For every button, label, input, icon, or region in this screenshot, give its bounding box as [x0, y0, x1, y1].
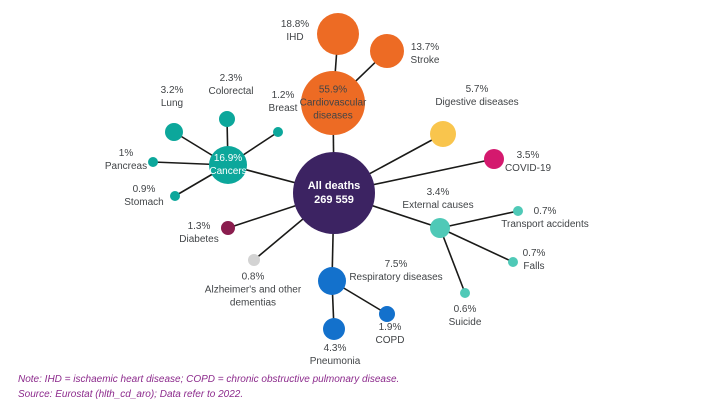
label-transport: 0.7% Transport accidents: [501, 206, 589, 230]
bubble-stomach: [170, 191, 180, 201]
edge-external-falls: [439, 227, 514, 263]
label-stomach: 0.9% Stomach: [124, 184, 164, 208]
bubble-cardiovascular: [301, 71, 365, 135]
label-breast: 1.2% Breast: [268, 90, 298, 114]
label-covid: 3.5% COVID-19: [504, 150, 552, 174]
bubble-pancreas: [148, 157, 158, 167]
bubble-external: [430, 218, 450, 238]
source-text: Source: Eurostat (hlth_cd_aro); Data ref…: [18, 389, 244, 400]
label-pneumonia: 4.3% Pneumonia: [309, 343, 361, 367]
label-copd: 1.9% COPD: [375, 322, 405, 346]
edge-external-suicide: [439, 227, 466, 294]
bubble-cancers: [209, 146, 247, 184]
bubble-digestive: [430, 121, 456, 147]
edge-external-transport: [439, 210, 519, 229]
label-falls: 0.7% Falls: [522, 248, 546, 272]
bubble-alzheimers: [248, 254, 260, 266]
label-all_deaths: All deaths 269 559: [307, 180, 361, 206]
label-digestive: 5.7% Digestive diseases: [435, 84, 519, 108]
bubble-ihd: [317, 13, 359, 55]
bubble-suicide: [460, 288, 470, 298]
label-diabetes: 1.3% Diabetes: [179, 221, 219, 245]
bubble-lung: [165, 123, 183, 141]
label-respiratory: 7.5% Respiratory diseases: [349, 259, 443, 283]
label-suicide: 0.6% Suicide: [448, 304, 482, 328]
bubble-diabetes: [221, 221, 235, 235]
label-colorectal: 2.3% Colorectal: [208, 73, 254, 97]
bubble-all_deaths: [293, 152, 375, 234]
label-lung: 3.2% Lung: [160, 85, 184, 109]
chart-footer: Note: IHD = ischaemic heart disease; COP…: [18, 372, 399, 402]
label-alzheimers: 0.8% Alzheimer's and other dementias: [204, 271, 302, 309]
bubble-respiratory: [318, 267, 346, 295]
bubble-falls: [508, 257, 518, 267]
note-text: Note: IHD = ischaemic heart disease; COP…: [18, 374, 400, 385]
bubble-colorectal: [219, 111, 235, 127]
bubble-copd: [379, 306, 395, 322]
label-pancreas: 1% Pancreas: [104, 148, 148, 172]
label-ihd: 18.8% IHD: [280, 19, 310, 43]
label-cancers: 16.9% Cancers: [209, 153, 247, 177]
label-external: 3.4% External causes: [402, 187, 474, 211]
label-stroke: 13.7% Stroke: [410, 42, 440, 66]
bubble-covid: [484, 149, 504, 169]
bubble-stroke: [370, 34, 404, 68]
bubble-breast: [273, 127, 283, 137]
bubble-pneumonia: [323, 318, 345, 340]
bubble-transport: [513, 206, 523, 216]
label-cardiovascular: 55.9% Cardiovascular diseases: [299, 84, 367, 122]
